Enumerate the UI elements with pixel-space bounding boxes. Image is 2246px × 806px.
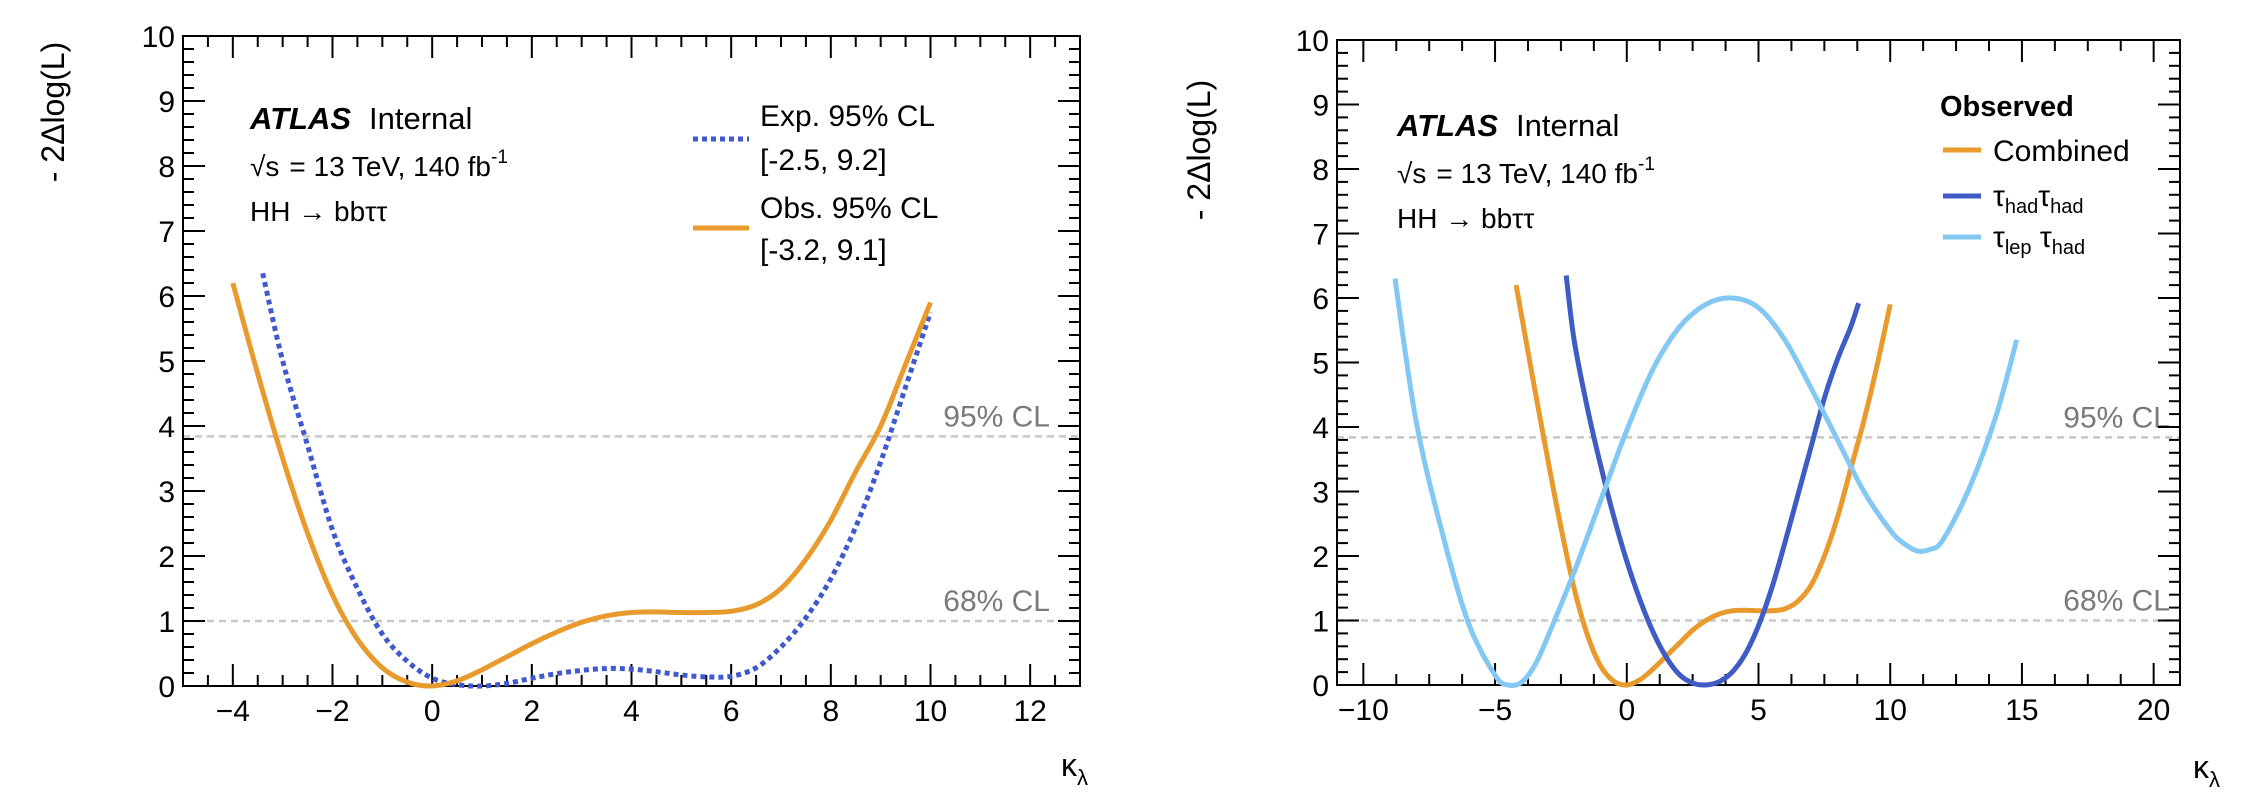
left-x-tick-label: 12 xyxy=(1013,695,1046,728)
right-series-line-observed xyxy=(1513,284,1893,688)
right-legend: Observed Combined τhadτhad τlep τhad xyxy=(1940,91,2130,259)
right-y-tick-label: 4 xyxy=(1312,412,1329,445)
right-cl-label-95-cl: 95% CL xyxy=(2063,401,2170,434)
left-atlas-label: ATLAS xyxy=(249,101,351,136)
left-y-tick-label: 6 xyxy=(158,281,175,314)
legend-label-lephad: τlep τhad xyxy=(1993,221,2085,259)
left-process-label: HH → bbττ xyxy=(250,196,387,227)
left-header: ATLAS Internal √s = 13 TeV, 140 fb-1 HH → … xyxy=(249,101,508,227)
left-y-tick-label: 7 xyxy=(158,216,175,249)
left-x-tick-label: 10 xyxy=(914,695,947,728)
left-x-tick-label: 4 xyxy=(623,695,640,728)
left-cl-label-68-cl: 68% CL xyxy=(943,585,1050,618)
right-y-tick-label: 3 xyxy=(1312,477,1329,510)
right-y-axis-title: - 2Δlog(L) xyxy=(1181,80,1217,221)
left-y-tick-label: 3 xyxy=(158,476,175,509)
right-x-tick-label: 5 xyxy=(1750,694,1767,727)
right-y-tick-label: 1 xyxy=(1312,606,1329,639)
left-x-tick-label: −4 xyxy=(216,695,250,728)
right-process-label: HH → bbττ xyxy=(1397,203,1534,234)
right-y-tick-label: 0 xyxy=(1312,670,1329,703)
right-x-axis-title: κλ xyxy=(2193,749,2220,792)
right-x-tick-label: −5 xyxy=(1478,694,1512,727)
right-y-tick-label: 10 xyxy=(1296,25,1329,58)
left-y-tick-label: 5 xyxy=(158,346,175,379)
left-x-tick-label: 2 xyxy=(523,695,540,728)
left-x-tick-label: −2 xyxy=(315,695,349,728)
left-series-line-expected xyxy=(260,272,933,689)
left-y-tick-label: 8 xyxy=(158,151,175,184)
right-x-tick-label: 15 xyxy=(2005,694,2038,727)
right-atlas-label: ATLAS xyxy=(1396,108,1498,143)
left-x-axis-title: κλ xyxy=(1061,747,1088,790)
left-x-tick-label: 8 xyxy=(822,695,839,728)
legend-label-observed: Obs. 95% CL xyxy=(760,192,938,225)
right-x-tick-label: −10 xyxy=(1338,694,1389,727)
left-y-tick-label: 0 xyxy=(158,671,175,704)
right-header: ATLAS Internal √s = 13 TeV, 140 fb-1 HH → … xyxy=(1396,108,1655,234)
right-y-tick-label: 9 xyxy=(1312,90,1329,123)
left-legend: Exp. 95% CL [-2.5, 9.2] Obs. 95% CL [-3.… xyxy=(693,100,938,267)
left-y-tick-label: 1 xyxy=(158,606,175,639)
right-y-tick-label: 5 xyxy=(1312,348,1329,381)
right-chart-panel: 95% CL 68% CL −10 −5 0 5 10 15 20 0 1 2 3 4 5 6 7 8 9 10 -… xyxy=(1181,25,2220,792)
left-y-tick-label: 2 xyxy=(158,541,175,574)
left-internal-label: Internal xyxy=(369,101,472,136)
left-y-tick-label: 10 xyxy=(142,21,175,54)
left-energy-label: √s = 13 TeV, 140 fb-1 xyxy=(250,147,508,182)
left-y-tick-label: 4 xyxy=(158,411,175,444)
right-y-tick-label: 7 xyxy=(1312,219,1329,252)
left-series-line-observed xyxy=(230,282,933,689)
right-cl-label-68-cl: 68% CL xyxy=(2063,585,2170,618)
right-y-tick-label: 8 xyxy=(1312,154,1329,187)
right-x-tick-label: 20 xyxy=(2137,694,2170,727)
left-x-tick-label: 6 xyxy=(723,695,740,728)
legend-interval-expected: [-2.5, 9.2] xyxy=(760,144,887,177)
legend-title-observed: Observed xyxy=(1940,91,2074,123)
legend-label-combined: Combined xyxy=(1993,135,2130,168)
left-x-tick-label: 0 xyxy=(424,695,441,728)
right-x-tick-label: 0 xyxy=(1618,694,1635,727)
right-x-tick-label: 10 xyxy=(1874,694,1907,727)
legend-label-hadhad: τhadτhad xyxy=(1993,180,2083,218)
right-y-tick-label: 2 xyxy=(1312,541,1329,574)
left-y-axis-title: - 2Δlog(L) xyxy=(35,42,71,183)
left-cl-label-95-cl: 95% CL xyxy=(943,400,1050,433)
right-y-tick-label: 6 xyxy=(1312,283,1329,316)
legend-interval-observed: [-3.2, 9.1] xyxy=(760,234,887,267)
right-internal-label: Internal xyxy=(1516,108,1619,143)
right-series-line-lephad xyxy=(1392,278,2020,689)
right-series-line-hadhad xyxy=(1563,275,1861,688)
right-energy-label: √s = 13 TeV, 140 fb-1 xyxy=(1397,154,1655,189)
legend-label-expected: Exp. 95% CL xyxy=(760,100,935,133)
left-y-tick-label: 9 xyxy=(158,86,175,119)
